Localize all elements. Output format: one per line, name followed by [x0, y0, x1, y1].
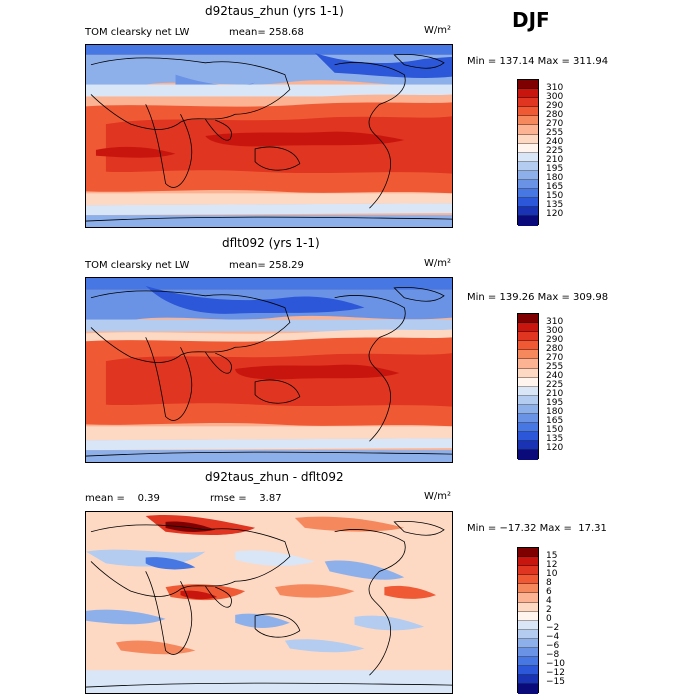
panel-1-variable-label: TOM clearsky net LW [85, 27, 190, 38]
colorbar-label: 290 [546, 101, 564, 111]
colorbar-label: 15 [546, 551, 558, 561]
panel-3-colorbar [517, 547, 539, 694]
colorbar-label: 310 [546, 83, 564, 93]
colorbar-label: 135 [546, 434, 564, 444]
colorbar-label: 180 [546, 173, 564, 183]
colorbar-label: 310 [546, 317, 564, 327]
colorbar-label: 255 [546, 128, 564, 138]
colorbar-label: −8 [546, 650, 560, 660]
colorbar-label: 270 [546, 353, 564, 363]
colorbar-label: −4 [546, 632, 560, 642]
colorbar-label: 210 [546, 155, 564, 165]
panel-1-title: d92taus_zhun (yrs 1-1) [205, 4, 344, 18]
colorbar-label: 300 [546, 92, 564, 102]
colorbar-label: 240 [546, 371, 564, 381]
colorbar-label: 225 [546, 146, 564, 156]
colorbar-label: 165 [546, 416, 564, 426]
colorbar-label: −2 [546, 623, 560, 633]
panel-3-field [86, 512, 452, 693]
colorbar-label: 135 [546, 200, 564, 210]
colorbar-label: 10 [546, 569, 558, 579]
colorbar-label: 150 [546, 191, 564, 201]
panel-3-minmax: Min = −17.32 Max = 17.31 [467, 523, 607, 534]
panel-3-title: d92taus_zhun - dflt092 [205, 470, 344, 484]
colorbar-label: −15 [546, 677, 565, 687]
panel-2-units: W/m² [424, 258, 452, 269]
panel-1-minmax: Min = 137.14 Max = 311.94 [467, 56, 609, 67]
colorbar-label: 195 [546, 164, 564, 174]
colorbar-label: 280 [546, 110, 564, 120]
panel-2-variable-label: TOM clearsky net LW [85, 260, 190, 271]
panel-3-map [85, 511, 453, 694]
panel-1-map [85, 44, 453, 228]
colorbar-label: 240 [546, 137, 564, 147]
colorbar-label: 150 [546, 425, 564, 435]
colorbar-label: 195 [546, 398, 564, 408]
colorbar-label: 120 [546, 443, 564, 453]
colorbar-label: 6 [546, 587, 552, 597]
colorbar-label: 210 [546, 389, 564, 399]
colorbar-label: 270 [546, 119, 564, 129]
panel-2-minmax: Min = 139.26 Max = 309.98 [467, 292, 609, 303]
colorbar-label: −12 [546, 668, 565, 678]
panel-1-units: W/m² [424, 25, 452, 36]
colorbar-label: 4 [546, 596, 552, 606]
panel-1-colorbar [517, 79, 539, 226]
colorbar-label: 280 [546, 344, 564, 354]
panel-2-title: dflt092 (yrs 1-1) [222, 236, 320, 250]
colorbar-label: 290 [546, 335, 564, 345]
panel-3-mean-label: mean = 0.39 [85, 493, 160, 504]
season-label: DJF [512, 8, 550, 32]
colorbar-label: 12 [546, 560, 558, 570]
colorbar-label: 120 [546, 209, 564, 219]
panel-2-colorbar [517, 313, 539, 460]
colorbar-label: 2 [546, 605, 552, 615]
colorbar-label: 225 [546, 380, 564, 390]
colorbar-label: 8 [546, 578, 552, 588]
panel-3-units: W/m² [424, 491, 452, 502]
panel-2-field [86, 278, 452, 462]
colorbar-label: 165 [546, 182, 564, 192]
colorbar-label: 180 [546, 407, 564, 417]
colorbar-label: −10 [546, 659, 565, 669]
colorbar-label: 255 [546, 362, 564, 372]
colorbar-label: 300 [546, 326, 564, 336]
colorbar-label: 0 [546, 614, 552, 624]
panel-2-mean-label: mean= 258.29 [229, 260, 304, 271]
colorbar-label: −6 [546, 641, 560, 651]
panel-1-field [86, 45, 452, 227]
panel-1-mean-label: mean= 258.68 [229, 27, 304, 38]
panel-2-map [85, 277, 453, 463]
panel-3-rmse-label: rmse = 3.87 [210, 493, 282, 504]
